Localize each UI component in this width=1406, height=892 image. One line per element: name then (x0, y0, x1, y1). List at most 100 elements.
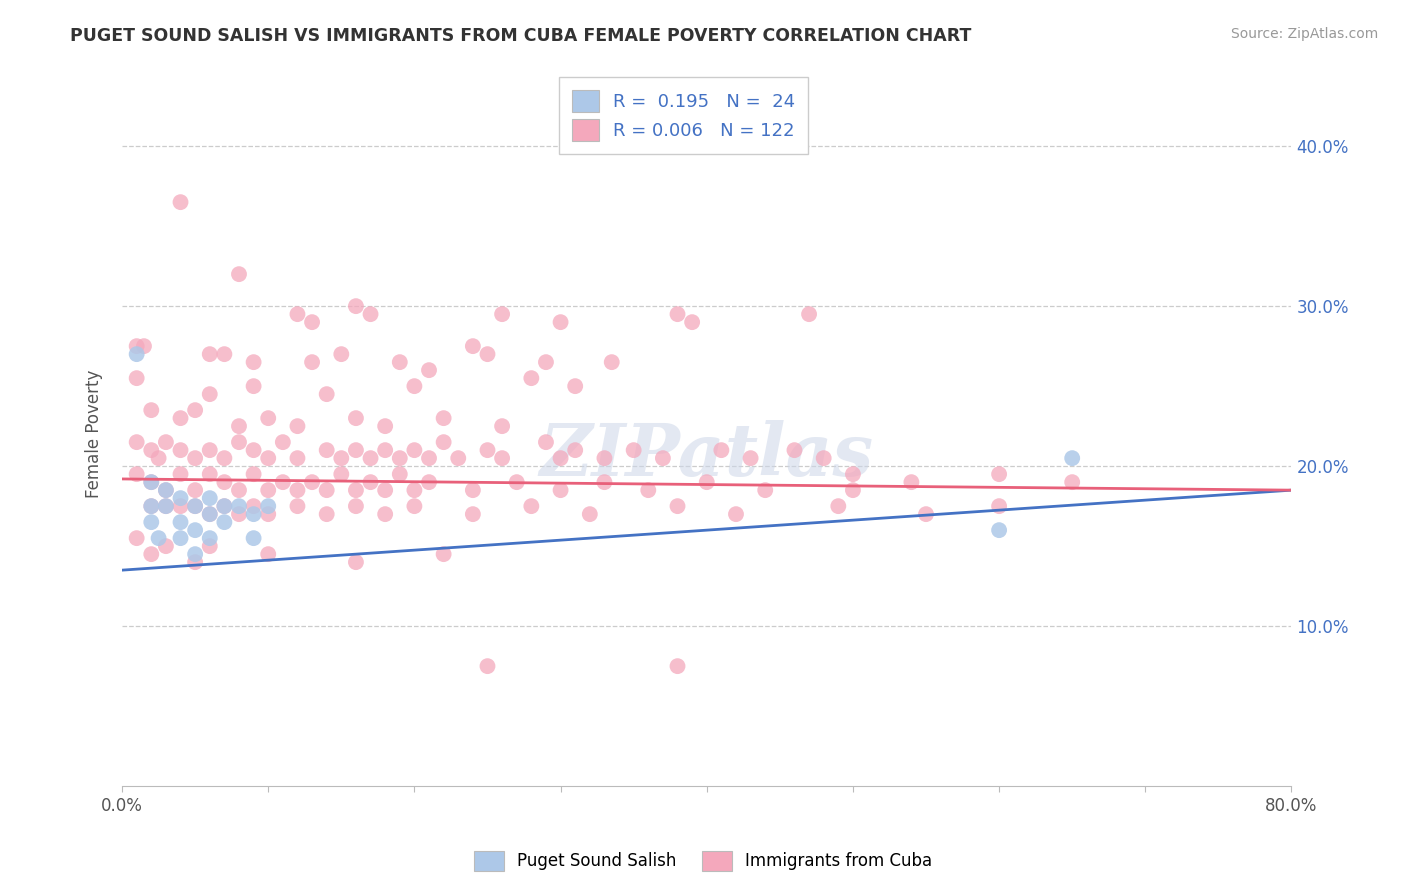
Point (506, 475, 529, 490)
Point (404, 379, 426, 393)
Point (534, 435, 557, 450)
Point (754, 483, 776, 497)
Point (169, 491, 191, 505)
Point (125, 347, 148, 361)
Point (169, 531, 191, 545)
Point (184, 451, 207, 466)
Point (988, 467, 1011, 482)
Point (198, 443, 221, 458)
Point (374, 483, 396, 497)
Point (242, 443, 264, 458)
Point (242, 499, 264, 513)
Point (477, 347, 499, 361)
Point (388, 467, 411, 482)
Point (287, 451, 309, 466)
Point (404, 443, 426, 458)
Point (198, 507, 221, 521)
Point (915, 507, 938, 521)
Point (681, 315, 703, 329)
Point (169, 411, 191, 425)
Point (198, 531, 221, 545)
Point (287, 483, 309, 497)
Point (301, 475, 323, 490)
Point (214, 499, 236, 513)
Point (783, 443, 806, 458)
Point (418, 451, 440, 466)
Point (184, 555, 207, 569)
Point (198, 387, 221, 401)
Point (374, 419, 396, 434)
Point (404, 499, 426, 513)
Point (344, 499, 367, 513)
Text: ZIPatlas: ZIPatlas (540, 420, 873, 491)
Point (257, 499, 280, 513)
Point (198, 491, 221, 505)
Point (491, 419, 513, 434)
Point (141, 499, 163, 513)
Point (344, 443, 367, 458)
Point (155, 435, 177, 450)
Point (228, 419, 250, 434)
Point (330, 467, 353, 482)
Point (214, 451, 236, 466)
Point (228, 483, 250, 497)
Point (198, 467, 221, 482)
Point (271, 435, 294, 450)
Point (637, 483, 659, 497)
Point (666, 307, 689, 321)
Point (242, 355, 264, 369)
Point (900, 475, 922, 490)
Point (184, 547, 207, 561)
Point (344, 299, 367, 313)
Point (534, 355, 557, 369)
Point (374, 507, 396, 521)
Point (461, 483, 484, 497)
Legend: Puget Sound Salish, Immigrants from Cuba: Puget Sound Salish, Immigrants from Cuba (465, 842, 941, 880)
Point (132, 339, 155, 353)
Point (696, 475, 718, 490)
Point (155, 539, 177, 553)
Point (447, 451, 470, 466)
Point (418, 363, 440, 377)
Point (623, 443, 645, 458)
Point (666, 499, 689, 513)
Point (433, 411, 456, 425)
Point (287, 307, 309, 321)
Point (491, 307, 513, 321)
Point (141, 475, 163, 490)
Point (125, 531, 148, 545)
Point (578, 507, 600, 521)
Point (740, 451, 762, 466)
Point (141, 403, 163, 417)
Y-axis label: Female Poverty: Female Poverty (86, 370, 103, 499)
Point (404, 483, 426, 497)
Point (228, 267, 250, 281)
Point (257, 547, 280, 561)
Point (360, 475, 382, 490)
Point (797, 307, 820, 321)
Point (242, 467, 264, 482)
Point (477, 443, 499, 458)
Point (491, 451, 513, 466)
Point (169, 195, 191, 210)
Point (600, 355, 623, 369)
Point (344, 483, 367, 497)
Point (287, 419, 309, 434)
Point (242, 531, 264, 545)
Point (155, 483, 177, 497)
Point (550, 451, 572, 466)
Point (374, 443, 396, 458)
Point (198, 507, 221, 521)
Point (593, 451, 616, 466)
Point (651, 451, 673, 466)
Point (228, 507, 250, 521)
Point (214, 515, 236, 529)
Legend: R =  0.195   N =  24, R = 0.006   N = 122: R = 0.195 N = 24, R = 0.006 N = 122 (560, 77, 808, 153)
Point (330, 347, 353, 361)
Point (315, 483, 337, 497)
Point (242, 379, 264, 393)
Point (301, 355, 323, 369)
Point (169, 443, 191, 458)
Point (287, 499, 309, 513)
Point (842, 467, 865, 482)
